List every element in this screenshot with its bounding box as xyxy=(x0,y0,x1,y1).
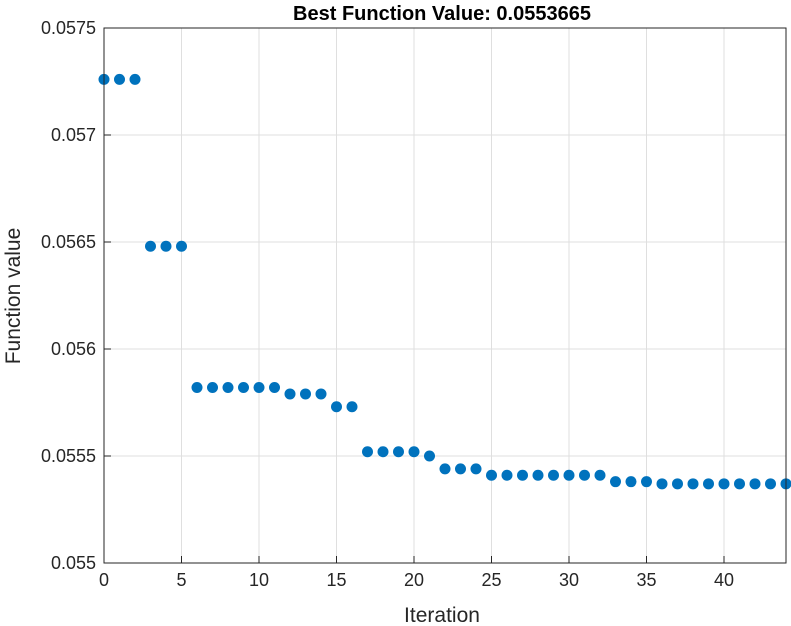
x-axis-label: Iteration xyxy=(404,604,480,626)
data-point xyxy=(501,469,513,481)
x-tick-label: 30 xyxy=(559,570,579,590)
data-point xyxy=(331,401,342,413)
chart-title: Best Function Value: 0.0553665 xyxy=(293,3,591,25)
x-tick-label: 15 xyxy=(326,570,346,590)
data-point xyxy=(176,240,187,252)
data-point xyxy=(393,446,404,458)
data-point xyxy=(346,401,358,413)
data-point xyxy=(424,450,435,462)
data-point xyxy=(377,446,389,458)
y-tick-labels: 0.055 0.0555 0.056 0.0565 0.057 0.0575 xyxy=(41,18,96,573)
data-point xyxy=(253,382,265,394)
data-point xyxy=(114,73,125,85)
x-tick-label: 35 xyxy=(636,570,656,590)
data-point xyxy=(749,478,761,490)
data-point xyxy=(532,469,544,481)
data-point xyxy=(160,240,172,252)
data-point xyxy=(517,469,528,481)
data-point xyxy=(765,478,776,490)
data-point xyxy=(734,478,745,490)
data-point xyxy=(672,478,683,490)
x-tick-label: 20 xyxy=(404,570,424,590)
data-point xyxy=(300,388,311,400)
y-tick-label: 0.0565 xyxy=(41,232,96,252)
data-point xyxy=(625,476,637,488)
x-tick-labels: 0 5 10 15 20 25 30 35 40 xyxy=(99,570,734,590)
data-point xyxy=(191,382,203,394)
y-tick-label: 0.0575 xyxy=(41,18,96,38)
axes-box xyxy=(103,27,787,564)
data-point xyxy=(703,478,714,490)
data-point xyxy=(563,469,575,481)
y-tick-label: 0.056 xyxy=(51,339,96,359)
data-point xyxy=(222,382,234,394)
data-point xyxy=(641,476,652,488)
data-point xyxy=(315,388,327,400)
data-point xyxy=(687,478,699,490)
data-point xyxy=(486,469,497,481)
y-tick-label: 0.055 xyxy=(51,553,96,573)
axis-ticks xyxy=(103,27,725,564)
data-point xyxy=(129,73,141,85)
data-point xyxy=(207,382,218,394)
data-point xyxy=(548,469,559,481)
y-tick-label: 0.0555 xyxy=(41,446,96,466)
y-axis-label: Function value xyxy=(2,228,25,365)
x-tick-label: 40 xyxy=(714,570,734,590)
data-point xyxy=(470,463,482,475)
data-point xyxy=(284,388,296,400)
data-point xyxy=(362,446,373,458)
x-tick-label: 0 xyxy=(99,570,109,590)
grid-lines xyxy=(103,27,786,564)
data-points xyxy=(98,73,791,490)
data-point xyxy=(656,478,668,490)
data-point xyxy=(455,463,466,475)
x-tick-label: 25 xyxy=(481,570,501,590)
data-point xyxy=(718,478,730,490)
data-point xyxy=(610,476,621,488)
x-tick-label: 10 xyxy=(249,570,269,590)
data-point xyxy=(594,469,606,481)
data-point xyxy=(238,382,249,394)
data-point xyxy=(408,446,420,458)
data-point xyxy=(145,240,156,252)
data-point xyxy=(439,463,451,475)
y-tick-label: 0.057 xyxy=(51,125,96,145)
data-point xyxy=(269,382,280,394)
data-point xyxy=(579,469,590,481)
x-tick-label: 5 xyxy=(176,570,186,590)
